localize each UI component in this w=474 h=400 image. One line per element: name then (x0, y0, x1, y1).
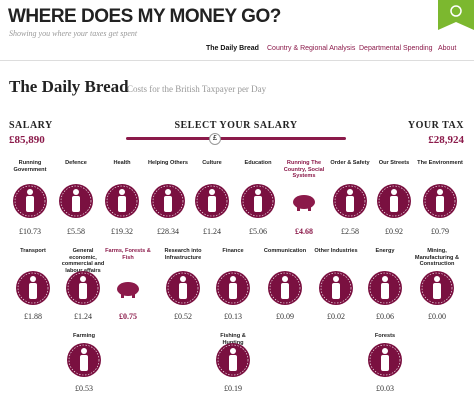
item-value: £1.88 (24, 312, 42, 321)
site-subtitle: Showing you where your taxes get spent (9, 29, 138, 38)
item-label[interactable]: Mining, Manufacturing & Construction (414, 248, 460, 268)
item-icon[interactable] (63, 268, 103, 308)
item-value: £28.34 (157, 227, 179, 236)
item-value: £0.19 (224, 384, 242, 393)
item-value: £10.73 (19, 227, 41, 236)
item-value: £0.09 (276, 312, 294, 321)
item-label[interactable]: Order & Safety (330, 160, 370, 166)
item-label[interactable]: The Environment (417, 160, 463, 166)
item-value: £5.06 (249, 227, 267, 236)
item-icon[interactable] (365, 268, 405, 308)
item-label[interactable]: Other Industries (314, 248, 358, 254)
item-label[interactable]: Communication (263, 248, 307, 254)
item-label[interactable]: Running Government (13, 160, 47, 173)
item-value: £0.53 (75, 384, 93, 393)
item-icon[interactable] (64, 340, 104, 380)
page-title: The Daily Bread (9, 77, 129, 96)
item-value: £0.92 (385, 227, 403, 236)
item-label[interactable]: Transport (20, 248, 46, 254)
item-label[interactable]: Farms, Forests & Fish (105, 248, 151, 261)
item-icon[interactable] (316, 268, 356, 308)
tax-label: YOUR TAX (407, 120, 464, 131)
item-label[interactable]: Education (244, 160, 272, 166)
item-value: £1.24 (74, 312, 92, 321)
item-icon[interactable] (192, 181, 232, 221)
item-icon[interactable] (213, 268, 253, 308)
item-icon[interactable] (265, 268, 305, 308)
item-label[interactable]: Energy (375, 248, 395, 254)
item-label[interactable]: Finance (222, 248, 244, 254)
tax-value: £28,924 (428, 134, 464, 146)
item-value: £0.00 (428, 312, 446, 321)
item-label[interactable]: Defence (65, 160, 87, 166)
item-value: £1.24 (203, 227, 221, 236)
selector-label: SELECT YOUR SALARY (174, 120, 298, 131)
item-icon[interactable] (330, 181, 370, 221)
item-value: £0.75 (119, 312, 137, 321)
item-label[interactable]: Research into Infrastructure (164, 248, 202, 261)
page-subtitle: Costs for the British Taxpayer per Day (127, 84, 267, 94)
item-value: £0.02 (327, 312, 345, 321)
item-label[interactable]: Culture (202, 160, 222, 166)
nav-item[interactable]: About (438, 45, 457, 52)
item-icon[interactable] (163, 268, 203, 308)
item-icon[interactable] (374, 181, 414, 221)
item-label[interactable]: Fishing & Hunting (220, 333, 246, 346)
item-value: £0.79 (431, 227, 449, 236)
item-value: £0.13 (224, 312, 242, 321)
item-icon[interactable] (365, 340, 405, 380)
salary-value: £85,890 (9, 134, 45, 146)
item-label[interactable]: Helping Others (147, 160, 189, 166)
site-title: WHERE DOES MY MONEY GO? (8, 6, 281, 27)
item-icon[interactable] (148, 181, 188, 221)
item-value: £2.58 (341, 227, 359, 236)
nav-item[interactable]: Departmental Spending (359, 45, 433, 52)
item-icon[interactable] (284, 181, 324, 221)
item-icon[interactable] (13, 268, 53, 308)
item-icon[interactable] (56, 181, 96, 221)
item-icon[interactable] (102, 181, 142, 221)
item-icon[interactable] (238, 181, 278, 221)
item-value: £4.68 (295, 227, 313, 236)
item-value: £0.06 (376, 312, 394, 321)
item-value: £5.58 (67, 227, 85, 236)
slider-handle[interactable]: £ (209, 133, 221, 145)
item-value: £0.52 (174, 312, 192, 321)
salary-label: SALARY (9, 120, 53, 131)
item-label[interactable]: Our Streets (378, 160, 410, 166)
item-icon[interactable] (10, 181, 50, 221)
item-icon[interactable] (417, 268, 457, 308)
item-label[interactable]: Running The Country, Social Systems (283, 160, 325, 180)
item-label[interactable]: Forests (374, 333, 396, 339)
item-icon[interactable] (213, 340, 253, 380)
item-label[interactable]: General economic, commercial and labour … (61, 248, 105, 274)
nav-item[interactable]: Country & Regional Analysis (267, 45, 356, 52)
badge (438, 0, 474, 30)
item-icon[interactable] (108, 268, 148, 308)
item-value: £19.32 (111, 227, 133, 236)
nav-item[interactable]: The Daily Bread (206, 45, 259, 52)
item-label[interactable]: Farming (72, 333, 96, 339)
item-label[interactable]: Health (113, 160, 131, 166)
item-value: £0.03 (376, 384, 394, 393)
divider (0, 60, 474, 61)
slider-track[interactable] (126, 137, 346, 140)
item-icon[interactable] (420, 181, 460, 221)
